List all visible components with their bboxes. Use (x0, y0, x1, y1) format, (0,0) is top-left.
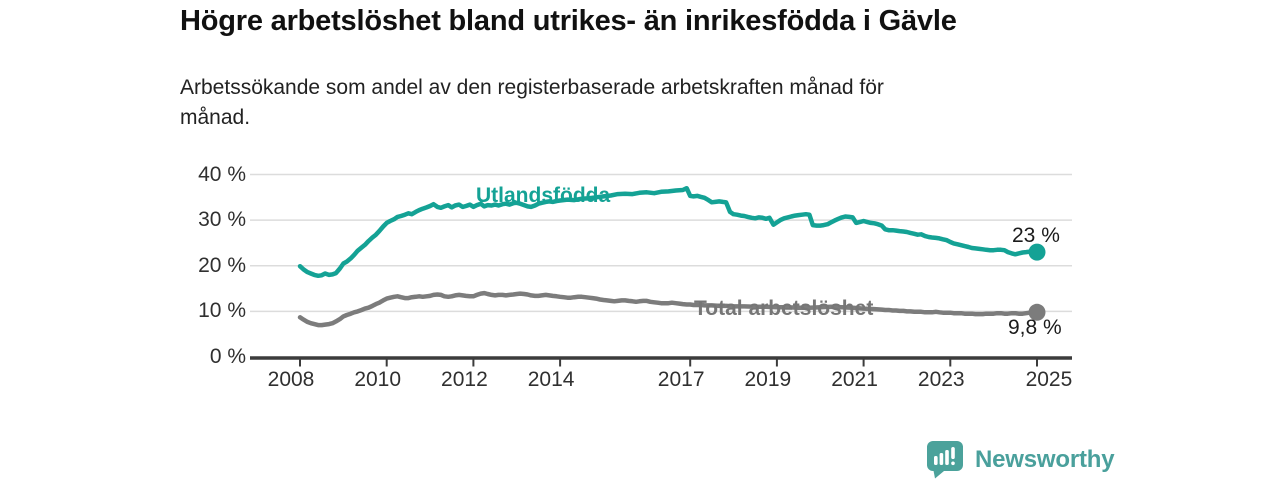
y-tick-label: 40 % (198, 162, 246, 186)
chart-subtitle: Arbetssökande som andel av den registerb… (180, 73, 1080, 133)
x-tick-label: 2023 (917, 368, 965, 391)
end-value-label-total-arbetsloshet: 9,8 % (1008, 316, 1062, 339)
chart-title: Högre arbetslöshet bland utrikes- än inr… (180, 5, 957, 37)
x-tick-label: 2021 (831, 368, 878, 391)
y-tick-label: 20 % (198, 253, 246, 277)
chart-subtitle-line-1: Arbetssökande som andel av den registerb… (180, 76, 884, 99)
y-tick-label: 0 % (209, 345, 246, 368)
y-tick-label: 30 % (198, 208, 246, 232)
chart-subtitle-line-2: månad. (180, 106, 251, 129)
end-value-label-utlandsfodda: 23 % (1012, 224, 1060, 247)
series-label-utlandsfodda: Utlandsfödda (476, 184, 611, 207)
newsworthy-logo-text: Newsworthy (975, 446, 1115, 473)
x-tick-label: 2025 (1025, 368, 1073, 391)
series-label-total-arbetsloshet: Total arbetslöshet (694, 297, 874, 320)
x-tick-label: 2017 (657, 368, 705, 391)
x-tick-label: 2012 (441, 368, 488, 391)
x-tick-label: 2010 (354, 368, 402, 391)
x-tick-label: 2014 (527, 368, 575, 391)
newsworthy-logo: Newsworthy (926, 441, 1115, 479)
x-tick-label: 2008 (267, 368, 315, 391)
x-tick-label: 2019 (744, 368, 792, 391)
newsworthy-logo-icon (927, 441, 963, 479)
y-tick-label: 10 % (198, 299, 246, 323)
